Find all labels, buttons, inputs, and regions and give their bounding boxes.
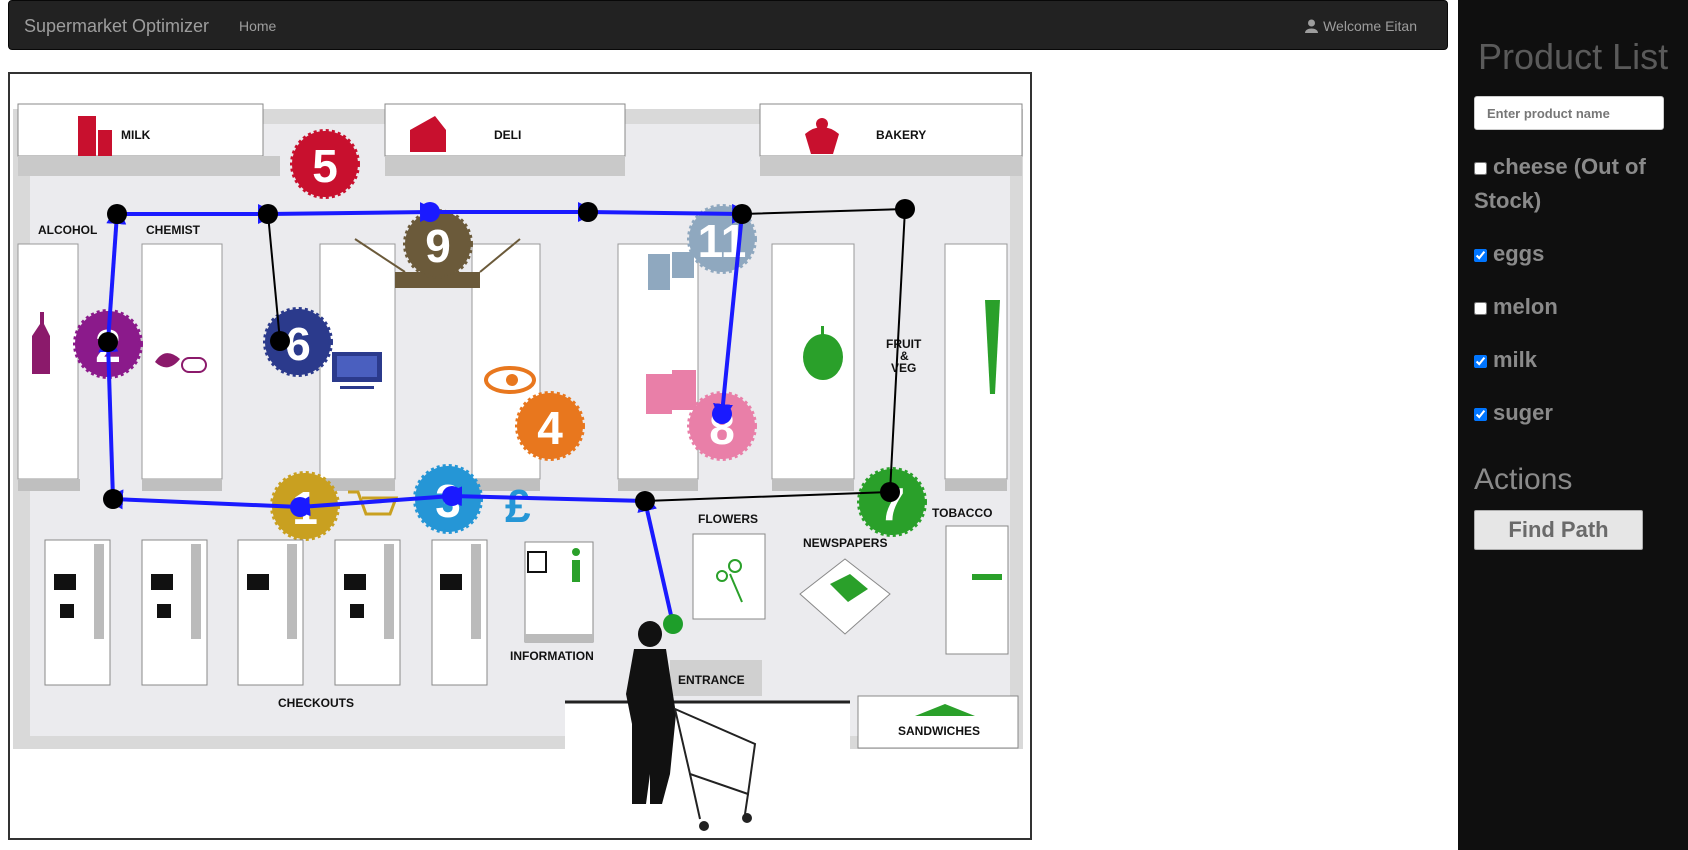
newspaper-icon [830,574,868,602]
sandwiches-counter: SANDWICHES [857,695,1019,749]
apple-icon [803,334,843,380]
newspapers-label: NEWSPAPERS [803,536,887,550]
product-item-eggs: eggs [1474,237,1679,271]
top-navbar: Supermarket Optimizer Home Welcome Eitan [8,0,1448,50]
flowers-label: FLOWERS [698,512,758,526]
product-sidebar: Product List cheese (Out of Stock) eggs … [1458,0,1688,850]
product-checkbox-eggs[interactable] [1474,248,1487,262]
cans-icon [646,374,672,414]
milk-counter: MILK [17,103,280,176]
actions-title: Actions [1474,463,1573,496]
visited-nodes [290,202,732,517]
aisle-shelves [17,243,1008,480]
cheese-icon [410,116,446,152]
badge-4: 4 [537,402,563,454]
wine-bottle-icon [32,312,50,374]
store-map: MILK DELI BAKERY ALCOHOL CHEMIST [8,72,1032,840]
alcohol-label: ALCOHOL [38,223,97,237]
tobacco-stand [945,525,1009,655]
cigarette-icon [972,574,1002,580]
shopping-cart [673,707,757,831]
product-list-title: Product List [1478,36,1669,77]
nav-home-link[interactable]: Home [239,18,277,34]
entrance-mat [670,660,762,696]
product-checkbox-cheese[interactable] [1474,161,1487,175]
product-label-eggs: eggs [1493,241,1545,266]
badge-5: 5 [312,140,338,192]
fruit-veg-label-3: VEG [891,361,916,375]
milk-label: MILK [121,128,151,142]
newspapers-stand: NEWSPAPERS [799,536,891,635]
start-node [663,614,683,634]
welcome-text: Welcome Eitan [1323,18,1417,34]
product-checkbox-milk[interactable] [1474,354,1487,368]
sandwiches-label: SANDWICHES [898,724,980,738]
display-stand [395,272,480,288]
entrance-label: ENTRANCE [678,673,745,687]
information-label: INFORMATION [510,649,594,663]
info-icon [572,548,580,556]
brand-title[interactable]: Supermarket Optimizer [24,16,210,36]
fruit-veg-label-2: & [900,349,909,363]
checkouts-label: CHECKOUTS [278,696,354,710]
bakery-counter: BAKERY [759,103,1023,176]
flowers-stand: FLOWERS [692,512,766,620]
shopper-silhouette [626,621,676,804]
product-item-melon: melon [1474,290,1679,324]
find-path-button[interactable]: Find Path [1474,510,1643,550]
tobacco-label: TOBACCO [932,506,992,520]
badge-9: 9 [425,220,451,272]
active-route [98,202,752,625]
product-checkbox-suger[interactable] [1474,407,1487,421]
bakery-label: BAKERY [876,128,926,142]
milk-carton-icon [78,116,96,156]
chemist-label: CHEMIST [146,223,201,237]
product-list: cheese (Out of Stock) eggs melon milk su… [1474,150,1679,449]
inactive-route [267,207,907,502]
carrot-icon [985,300,1000,394]
deli-label: DELI [494,128,521,142]
deli-counter: DELI [384,103,626,176]
checkout-lanes [44,539,488,686]
product-label-milk: milk [1493,347,1538,372]
product-checkbox-melon[interactable] [1474,301,1487,315]
flower-icon [728,559,742,573]
cupcake-icon [816,118,828,130]
currency-icon: £ [505,480,531,532]
pills-icon [155,353,180,368]
welcome-user[interactable]: Welcome Eitan [1305,18,1417,34]
information-desk: INFORMATION [510,541,594,663]
product-search-input[interactable] [1474,96,1664,130]
cart-icon [348,490,399,516]
fruit-veg-label-1: FRUIT [886,337,922,351]
product-label-melon: melon [1493,294,1558,319]
product-label-cheese: cheese (Out of Stock) [1474,154,1646,213]
product-item-cheese: cheese (Out of Stock) [1474,150,1679,218]
product-item-suger: suger [1474,396,1679,430]
cups-icon [648,254,670,290]
product-label-suger: suger [1493,400,1553,425]
route-nodes [98,199,915,511]
user-icon [1305,19,1319,33]
eye-icon [484,366,536,394]
sandwich-icon [915,704,975,716]
product-item-milk: milk [1474,343,1679,377]
